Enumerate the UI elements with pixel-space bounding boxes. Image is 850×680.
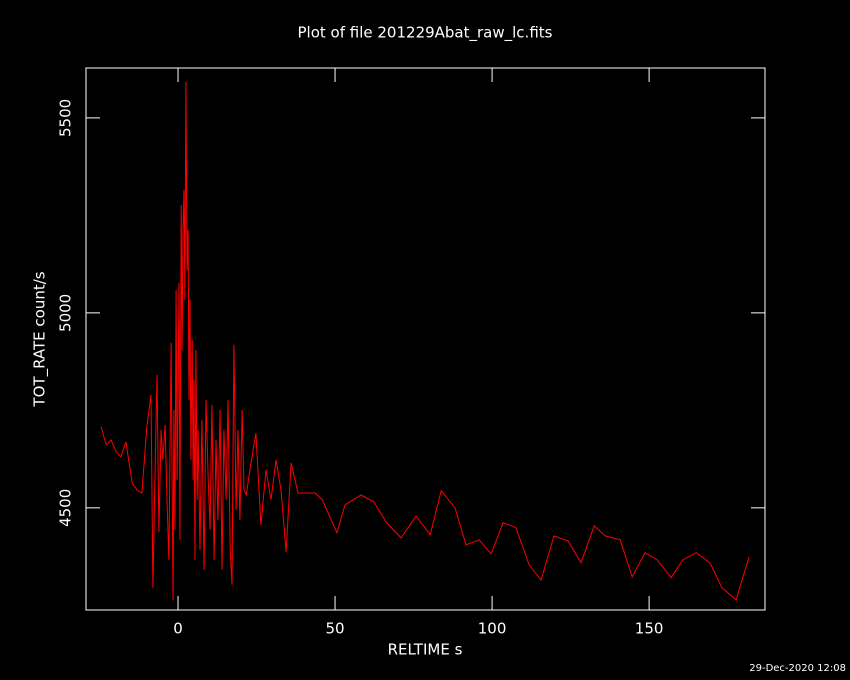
x-tick-label: 0 (173, 620, 183, 638)
x-tick-label: 150 (635, 620, 664, 638)
y-tick-label: 5500 (57, 99, 75, 137)
x-tick-label: 50 (326, 620, 345, 638)
data-line (100, 81, 750, 601)
y-tick-label: 4500 (57, 489, 75, 527)
timestamp: 29-Dec-2020 12:08 (749, 663, 846, 674)
x-tick-label: 100 (478, 620, 507, 638)
y-tick-label: 5000 (57, 294, 75, 332)
x-axis-label: RELTIME s (388, 641, 463, 659)
plot-frame (85, 67, 766, 611)
y-axis-label: TOT_RATE count/s (31, 271, 50, 407)
chart-title: Plot of file 201229Abat_raw_lc.fits (298, 24, 553, 43)
